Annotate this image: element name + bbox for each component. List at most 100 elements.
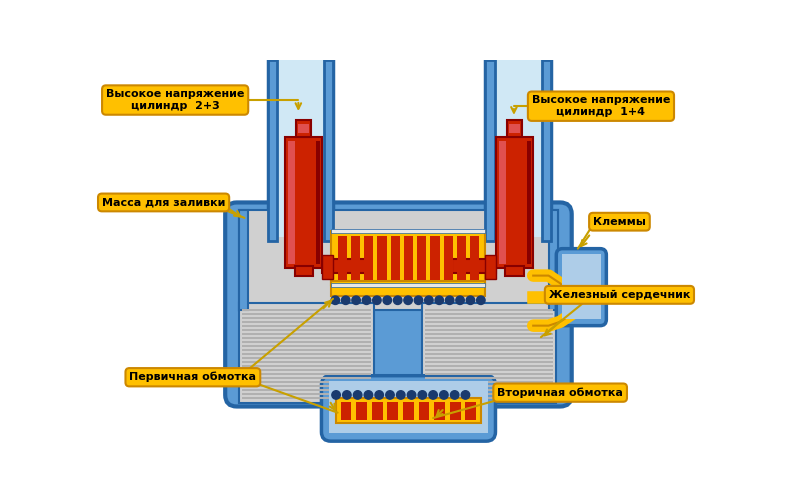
Circle shape [446,296,454,304]
Bar [486,60,551,241]
Bar [242,396,370,399]
FancyBboxPatch shape [226,202,572,406]
Bar [486,255,496,280]
Bar [425,396,554,399]
Bar [496,137,534,268]
Bar [242,392,370,395]
Bar [425,372,554,375]
Circle shape [450,390,459,399]
Bar [336,398,481,423]
Bar [331,281,486,296]
Bar [418,402,430,419]
Circle shape [364,390,373,399]
Bar [492,56,545,237]
Bar [425,388,554,391]
Bar [425,332,554,334]
Circle shape [435,296,443,304]
Circle shape [386,390,394,399]
Bar [324,60,333,241]
Bar [267,60,333,241]
Bar [422,302,556,402]
Bar [466,402,476,419]
Bar [425,328,554,330]
Bar [425,360,554,363]
Text: Масса для заливки: Масса для заливки [102,198,226,207]
Circle shape [373,296,381,304]
Bar [470,236,479,280]
Circle shape [342,390,351,399]
Bar [562,254,601,320]
Bar [457,236,466,280]
Circle shape [394,296,402,304]
Circle shape [477,296,485,304]
Bar [242,308,370,310]
Bar [242,352,370,355]
Text: Высокое напряжение
цилиндр  1+4: Высокое напряжение цилиндр 1+4 [532,96,670,117]
Circle shape [425,296,433,304]
Bar [286,137,322,268]
Bar [242,384,370,387]
Circle shape [352,296,360,304]
Circle shape [375,390,383,399]
Circle shape [342,296,350,304]
Bar [242,332,370,334]
Bar [239,302,374,402]
Circle shape [429,390,438,399]
Circle shape [404,296,412,304]
Circle shape [440,390,448,399]
Bar [239,210,558,310]
Circle shape [456,296,464,304]
Bar [331,228,486,233]
Bar [242,348,370,351]
Bar [486,60,494,241]
Bar [507,120,522,137]
Bar [242,336,370,338]
Circle shape [418,390,426,399]
Bar [242,328,370,330]
Circle shape [462,390,470,399]
Text: Вторичная обмотка: Вторичная обмотка [498,388,623,398]
Bar [298,124,309,133]
Bar [542,60,551,241]
Bar [322,255,333,280]
Bar [242,316,370,318]
Bar [242,324,370,326]
Circle shape [397,390,405,399]
Bar [425,324,554,326]
Bar [450,402,461,419]
Circle shape [414,296,422,304]
Circle shape [332,390,340,399]
Bar [242,340,370,342]
Bar [378,236,386,280]
Bar [267,60,277,241]
Bar [364,236,374,280]
Bar [316,141,320,264]
Bar [242,380,370,383]
Bar [242,320,370,322]
Bar [404,236,413,280]
Bar [338,236,347,280]
Bar [387,402,398,419]
Bar [341,402,351,419]
Bar [329,381,488,434]
Bar [425,336,554,338]
Bar [430,236,439,280]
Bar [331,231,486,285]
Bar [242,356,370,359]
Bar [242,388,370,391]
Bar [403,402,414,419]
Bar [242,372,370,375]
Bar [425,348,554,351]
Bar [356,402,367,419]
Circle shape [331,296,339,304]
Bar [242,344,370,346]
Bar [425,356,554,359]
Circle shape [466,296,474,304]
Bar [425,368,554,371]
Bar [242,368,370,371]
Bar [425,308,554,310]
Bar [425,376,554,379]
FancyBboxPatch shape [322,376,495,441]
Bar [242,360,370,363]
Bar [498,141,506,264]
